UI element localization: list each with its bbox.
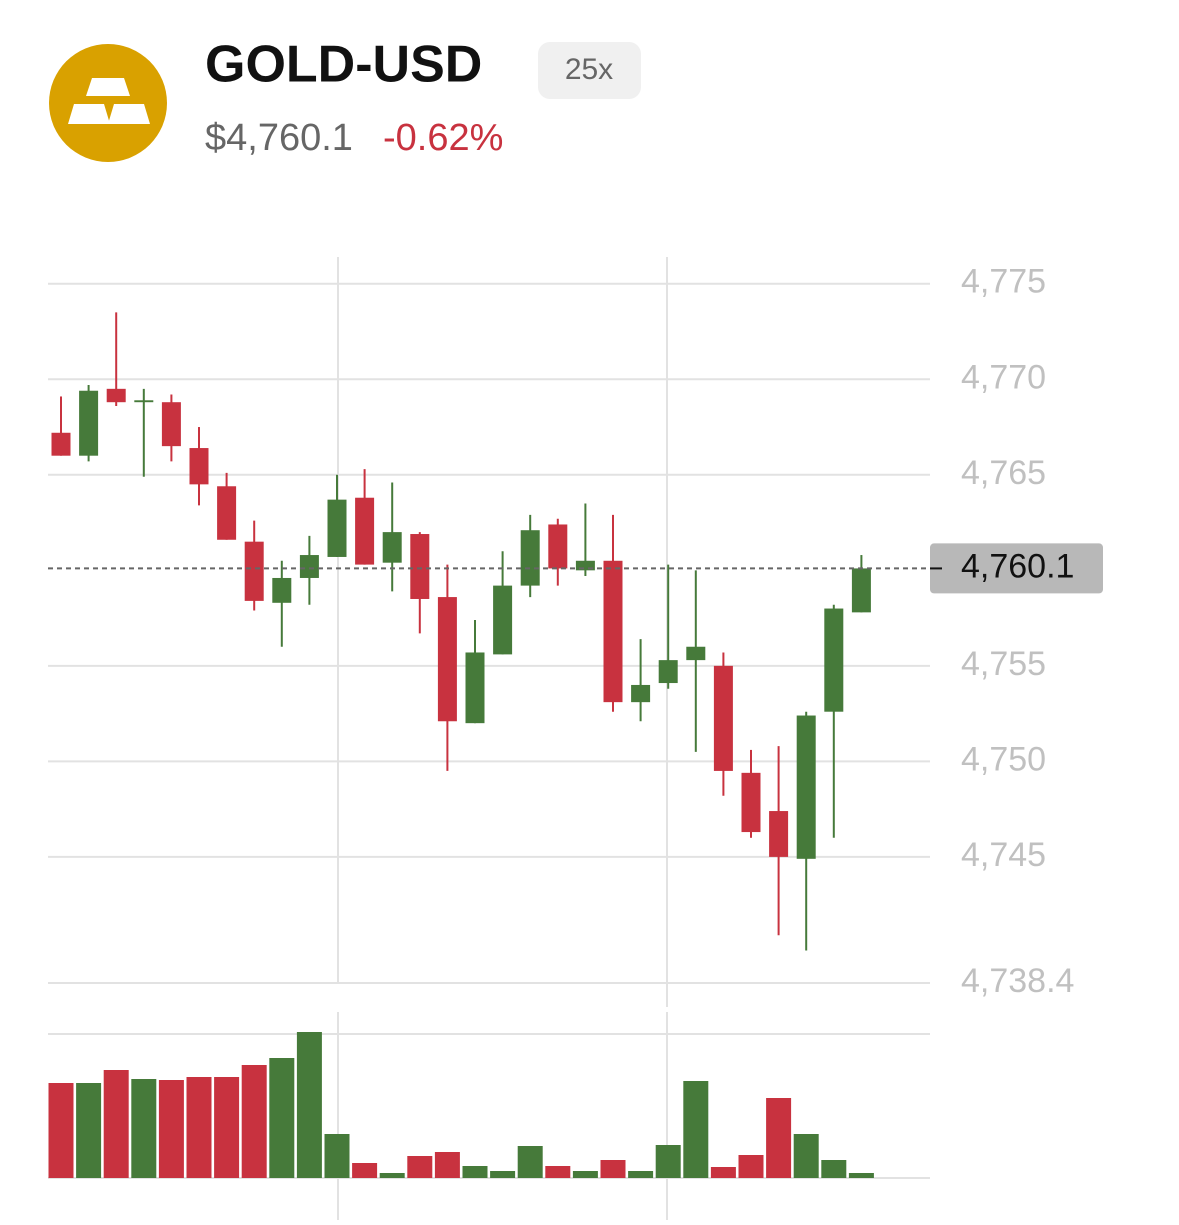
- candle-body: [713, 665, 733, 771]
- candle-body: [686, 646, 706, 661]
- volume-bar: [628, 1171, 654, 1178]
- candle-body: [161, 402, 181, 447]
- last-price-tag: [930, 543, 1103, 594]
- volume-bar: [131, 1079, 157, 1178]
- volume-bar: [269, 1058, 295, 1178]
- candle-body: [631, 684, 651, 703]
- change: -0.62%: [383, 117, 503, 159]
- candle-body: [382, 532, 402, 563]
- volume-bar: [821, 1160, 847, 1178]
- leverage-badge: [538, 42, 641, 99]
- volume-bar: [793, 1134, 819, 1178]
- candle-body: [244, 541, 264, 601]
- candle-body: [824, 608, 844, 712]
- candle-body: [217, 486, 237, 540]
- y-tick-label: 4,775: [961, 263, 1046, 301]
- candle-body: [437, 597, 457, 722]
- gold-icon: [49, 44, 167, 162]
- y-tick-label: 4,750: [961, 740, 1046, 778]
- volume-bar: [848, 1173, 874, 1178]
- candle-body: [51, 432, 71, 456]
- y-tick-label: 4,770: [961, 358, 1046, 396]
- volume-bar: [103, 1070, 129, 1178]
- candle-body: [272, 577, 292, 603]
- leverage: 25x: [565, 53, 613, 86]
- candle-body: [299, 555, 319, 578]
- candle-body: [493, 585, 513, 655]
- candle-body: [796, 715, 816, 859]
- volume-bar: [517, 1146, 543, 1178]
- volume-bar: [766, 1098, 792, 1178]
- volume-bar: [710, 1167, 736, 1178]
- volume-bar: [545, 1166, 571, 1178]
- volume-bar: [655, 1145, 681, 1178]
- volume-bar: [241, 1065, 267, 1178]
- volume-bar: [48, 1083, 74, 1178]
- candle-body: [355, 497, 375, 565]
- y-tick-label: 4,745: [961, 836, 1046, 874]
- volume-bar: [186, 1077, 212, 1178]
- volume-bar: [407, 1156, 433, 1178]
- candle-body: [410, 534, 430, 599]
- candle-body: [575, 560, 595, 571]
- last-price-label: 4,760.1: [961, 547, 1074, 585]
- candle-body: [769, 811, 789, 857]
- candle-body: [851, 568, 871, 613]
- candle-body: [189, 448, 209, 485]
- candle-body: [658, 660, 678, 684]
- volume-bar: [324, 1134, 350, 1178]
- candle-body: [327, 499, 347, 557]
- volume-bar: [462, 1166, 488, 1178]
- title: GOLD-USD: [205, 36, 482, 94]
- volume-bar: [352, 1163, 378, 1178]
- candle-body: [134, 400, 154, 403]
- price: $4,760.1: [205, 117, 353, 159]
- volume-bar: [738, 1155, 764, 1178]
- candle-body: [603, 560, 623, 703]
- y-tick-label: 4,755: [961, 645, 1046, 683]
- volume-bar: [214, 1077, 240, 1178]
- candle-body: [79, 390, 99, 456]
- volume-bar: [490, 1171, 516, 1178]
- volume-bar: [572, 1171, 598, 1178]
- candle-body: [520, 530, 540, 586]
- volume-bar: [158, 1080, 184, 1178]
- volume-bar: [76, 1083, 102, 1178]
- gold-bars: [68, 78, 150, 124]
- volume-bar: [296, 1032, 322, 1178]
- y-tick-label: 4,765: [961, 454, 1046, 492]
- volume-bar: [600, 1160, 626, 1178]
- candle-body: [465, 652, 485, 724]
- y-tick-label: 4,738.4: [961, 962, 1074, 1000]
- candle-body: [106, 388, 126, 403]
- candle-body: [548, 524, 568, 569]
- volume-bar: [434, 1152, 460, 1178]
- candle-body: [741, 772, 761, 833]
- volume-bar: [379, 1173, 405, 1178]
- volume-bar: [683, 1081, 709, 1178]
